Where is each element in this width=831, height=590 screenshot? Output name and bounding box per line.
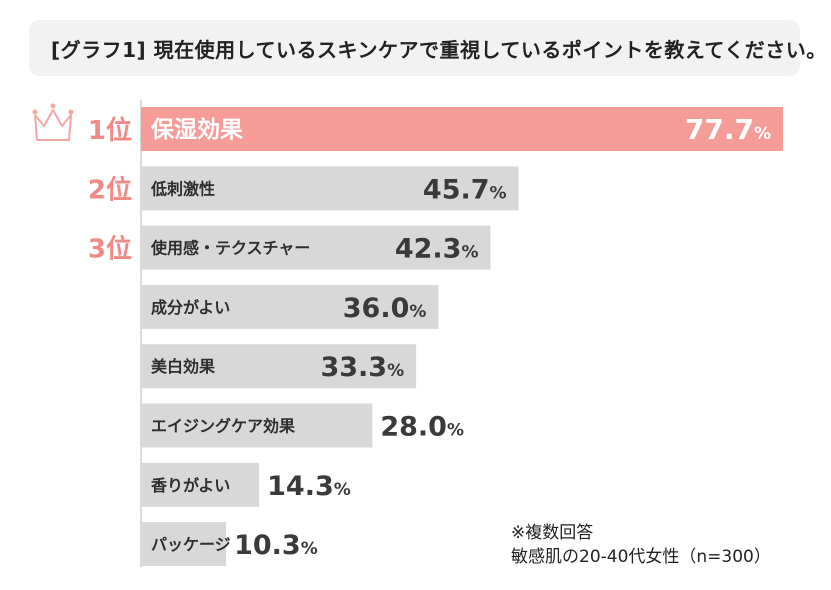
rank-label: 3位 <box>88 234 132 265</box>
category-label: エイジングケア効果 <box>151 417 295 436</box>
category-label: 低刺激性 <box>150 179 215 198</box>
title-box: [グラフ1] 現在使用しているスキンケアで重視しているポイントを教えてください。 <box>29 20 826 76</box>
category-label: パッケージ <box>151 535 231 554</box>
value-label: 45.7% <box>423 174 507 205</box>
category-label: 成分がよい <box>151 298 230 317</box>
rank-label: 2位 <box>88 174 132 205</box>
value-label: 77.7% <box>685 113 771 146</box>
crown-icon <box>34 109 72 141</box>
footnote: ※複数回答 敏感肌の20-40代女性（n=300） <box>511 521 771 569</box>
crown-dot-icon <box>50 103 56 109</box>
value-label: 42.3% <box>395 234 479 265</box>
value-label: 10.3% <box>234 530 318 561</box>
footnote-line-1: ※複数回答 <box>511 523 594 543</box>
category-label: 香りがよい <box>150 476 230 495</box>
bar <box>141 107 783 151</box>
crown-dot-icon <box>68 109 74 115</box>
category-label: 美白効果 <box>151 357 215 376</box>
bar <box>141 403 373 448</box>
footnote-line-2: 敏感肌の20-40代女性（n=300） <box>511 547 771 567</box>
category-label: 使用感・テクスチャー <box>150 239 310 258</box>
bar <box>141 462 260 507</box>
bar <box>141 344 417 389</box>
value-label: 36.0% <box>343 293 427 324</box>
bar <box>141 166 519 211</box>
value-label: 28.0% <box>380 412 464 443</box>
bar <box>141 522 227 567</box>
value-label: 14.3% <box>267 471 351 502</box>
rank-label: 1位 <box>88 115 132 146</box>
chart-title: [グラフ1] 現在使用しているスキンケアで重視しているポイントを教えてください。 <box>51 37 827 62</box>
value-label: 33.3% <box>320 352 404 383</box>
category-label: 保湿効果 <box>150 116 243 143</box>
bar <box>141 225 491 270</box>
bar <box>141 284 439 329</box>
crown-dot-icon <box>32 109 38 115</box>
